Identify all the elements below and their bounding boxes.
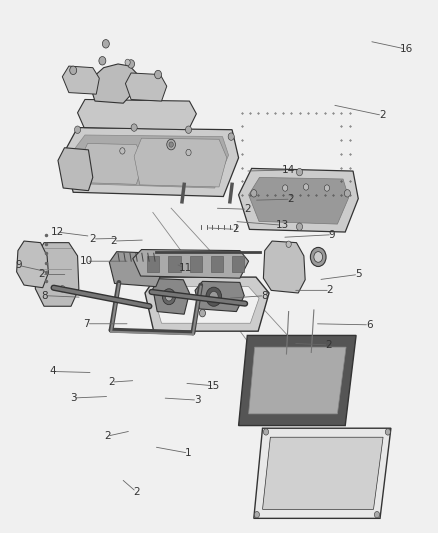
Text: 3: 3: [70, 393, 77, 403]
Circle shape: [125, 59, 130, 66]
Text: 8: 8: [42, 290, 48, 301]
Circle shape: [102, 39, 110, 48]
Polygon shape: [211, 256, 223, 272]
Circle shape: [74, 126, 81, 133]
Polygon shape: [62, 66, 99, 94]
Text: 2: 2: [327, 285, 333, 295]
Text: 9: 9: [15, 261, 22, 270]
Polygon shape: [147, 256, 159, 272]
Polygon shape: [168, 256, 180, 272]
Polygon shape: [239, 335, 356, 425]
Text: 13: 13: [276, 220, 289, 230]
Polygon shape: [249, 347, 346, 414]
Text: 10: 10: [80, 256, 93, 266]
Polygon shape: [145, 277, 269, 331]
Circle shape: [169, 142, 173, 147]
Circle shape: [286, 241, 291, 247]
Polygon shape: [80, 143, 144, 184]
Polygon shape: [239, 168, 358, 232]
Polygon shape: [133, 249, 249, 278]
Text: 2: 2: [104, 431, 110, 441]
Text: 8: 8: [261, 290, 268, 301]
Polygon shape: [63, 127, 239, 197]
Polygon shape: [262, 437, 383, 510]
Text: 2: 2: [287, 194, 294, 204]
Text: 2: 2: [325, 340, 332, 350]
Polygon shape: [195, 281, 244, 312]
Circle shape: [314, 252, 322, 262]
Polygon shape: [134, 138, 227, 187]
Text: 2: 2: [133, 487, 140, 497]
Circle shape: [209, 292, 218, 302]
Polygon shape: [190, 256, 202, 272]
Text: 7: 7: [83, 319, 90, 329]
Circle shape: [127, 60, 134, 68]
Text: 3: 3: [194, 395, 201, 405]
Polygon shape: [78, 100, 196, 130]
Circle shape: [385, 429, 391, 435]
Text: 2: 2: [110, 236, 117, 246]
Circle shape: [344, 190, 350, 197]
Circle shape: [155, 70, 162, 79]
Text: 1: 1: [185, 448, 192, 458]
Polygon shape: [72, 135, 229, 188]
Text: 2: 2: [39, 270, 45, 279]
Circle shape: [186, 149, 191, 156]
Polygon shape: [91, 64, 140, 103]
Circle shape: [297, 223, 303, 230]
Text: 2: 2: [89, 234, 96, 244]
Polygon shape: [125, 73, 167, 101]
Circle shape: [283, 185, 288, 191]
Circle shape: [228, 133, 234, 140]
Polygon shape: [17, 241, 48, 288]
Circle shape: [199, 310, 205, 317]
Polygon shape: [263, 241, 305, 293]
Text: 15: 15: [207, 381, 220, 391]
Circle shape: [120, 148, 125, 154]
Text: 11: 11: [178, 263, 192, 273]
Circle shape: [206, 287, 222, 306]
Circle shape: [254, 512, 259, 518]
Polygon shape: [249, 177, 349, 224]
Circle shape: [263, 429, 268, 435]
Polygon shape: [110, 252, 163, 287]
Polygon shape: [155, 287, 259, 323]
Circle shape: [166, 293, 173, 301]
Text: 2: 2: [244, 204, 251, 214]
Polygon shape: [35, 243, 79, 306]
Circle shape: [167, 139, 176, 150]
Text: 6: 6: [366, 320, 372, 330]
Circle shape: [304, 184, 309, 190]
Text: 2: 2: [232, 224, 239, 235]
Circle shape: [324, 185, 329, 191]
Circle shape: [251, 190, 257, 197]
Polygon shape: [153, 279, 189, 314]
Polygon shape: [232, 256, 244, 272]
Text: 2: 2: [108, 377, 115, 387]
Polygon shape: [58, 148, 93, 191]
Circle shape: [99, 56, 106, 65]
Circle shape: [374, 512, 380, 518]
Circle shape: [70, 66, 77, 75]
Polygon shape: [254, 428, 391, 519]
Circle shape: [297, 168, 303, 176]
Text: 9: 9: [329, 230, 336, 240]
Text: 14: 14: [282, 165, 295, 175]
Text: 4: 4: [49, 367, 56, 376]
Circle shape: [185, 126, 191, 133]
Text: 12: 12: [50, 227, 64, 237]
Circle shape: [60, 286, 65, 292]
Text: 5: 5: [355, 270, 362, 279]
Text: 16: 16: [399, 44, 413, 54]
Circle shape: [162, 289, 176, 305]
Circle shape: [131, 124, 137, 131]
Circle shape: [311, 247, 326, 266]
Text: 2: 2: [379, 110, 385, 120]
